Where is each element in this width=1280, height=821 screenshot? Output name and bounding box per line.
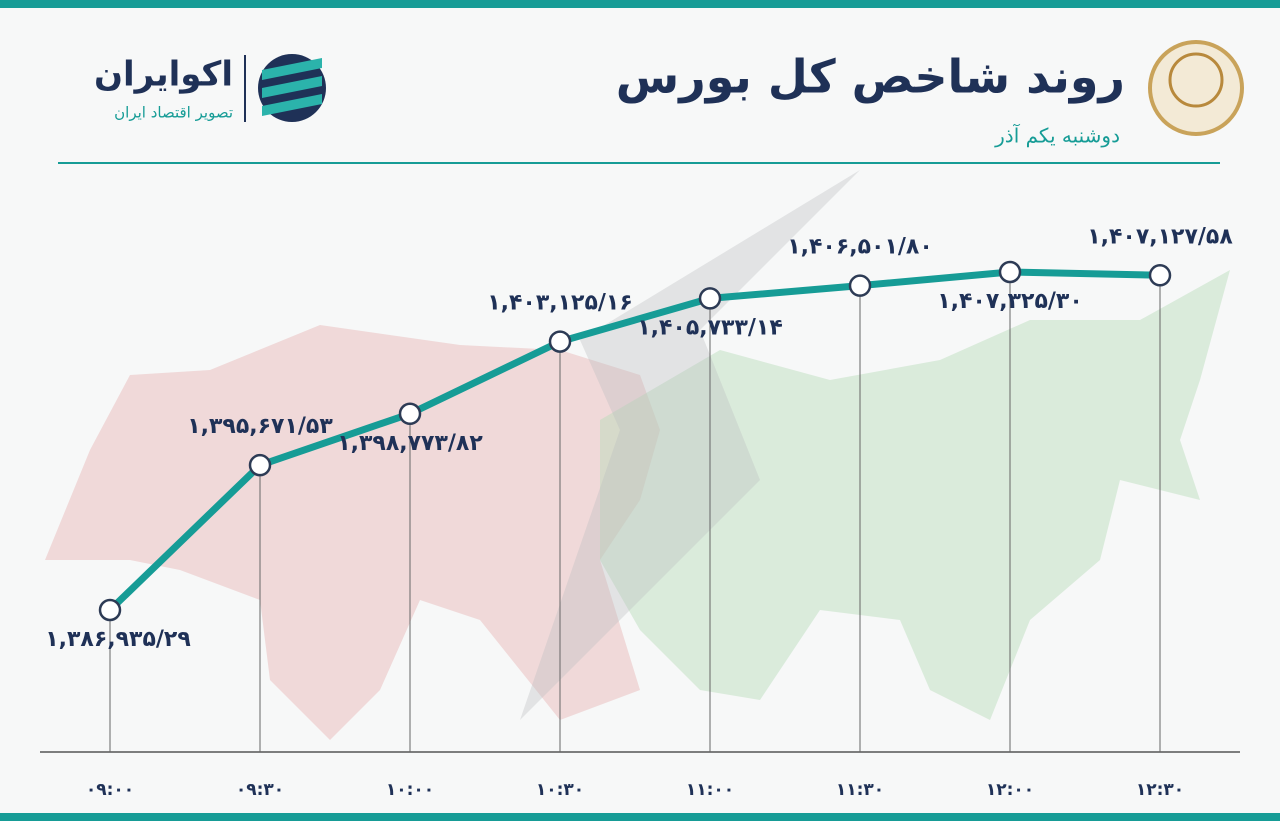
brand-tagline: تصویر اقتصاد ایران	[114, 104, 233, 122]
x-tick-label: ۱۲:۳۰	[1136, 780, 1184, 800]
title: روند شاخص کل بورس	[616, 50, 1125, 104]
point	[248, 453, 272, 477]
value-label: ۱,۴۰۵,۷۳۳/۱۴	[637, 315, 783, 340]
value-label: ۱,۳۸۶,۹۳۵/۲۹	[45, 627, 191, 652]
bolt-shape	[520, 170, 860, 720]
seal-ring	[1168, 52, 1224, 108]
bottom-bar	[0, 813, 1280, 821]
point	[848, 274, 872, 297]
x-tick-label: ۱۱:۳۰	[836, 780, 884, 800]
value-label: ۱,۴۰۳,۱۲۵/۱۶	[487, 291, 633, 316]
brand-logo	[244, 54, 326, 122]
x-tick-label: ۱۲:۰۰	[986, 780, 1034, 800]
point	[548, 330, 572, 353]
series-line	[107, 268, 1161, 613]
subtitle: دوشنبه یکم آذر	[994, 123, 1120, 148]
value-label: ۱,۴۰۷,۳۲۵/۳۰	[937, 289, 1083, 314]
point	[398, 402, 422, 426]
x-tick-label: ۰۹:۳۰	[236, 780, 284, 800]
value-label: ۱,۴۰۷,۱۲۷/۵۸	[1087, 224, 1233, 249]
value-label: ۱,۴۰۶,۵۰۱/۸۰	[787, 235, 933, 260]
x-tick-label: ۱۱:۰۰	[686, 780, 734, 800]
seal	[1148, 40, 1244, 136]
top-bar	[0, 0, 1280, 8]
value-label: ۱,۳۹۵,۶۷۱/۵۳	[187, 414, 333, 439]
bull-shape	[600, 270, 1230, 720]
point	[1148, 264, 1172, 287]
logo-stripes	[262, 58, 322, 116]
point	[698, 287, 722, 310]
value-label: ۱,۳۹۸,۷۷۳/۸۲	[337, 431, 483, 456]
bear-shape	[45, 325, 660, 740]
x-tick-label: ۱۰:۰۰	[386, 780, 434, 800]
x-tick-label: ۱۰:۳۰	[536, 780, 584, 800]
brand-name: اکوایران	[94, 55, 233, 95]
x-tick-label: ۰۹:۰۰	[86, 780, 134, 800]
point	[998, 260, 1022, 284]
point	[98, 598, 122, 622]
